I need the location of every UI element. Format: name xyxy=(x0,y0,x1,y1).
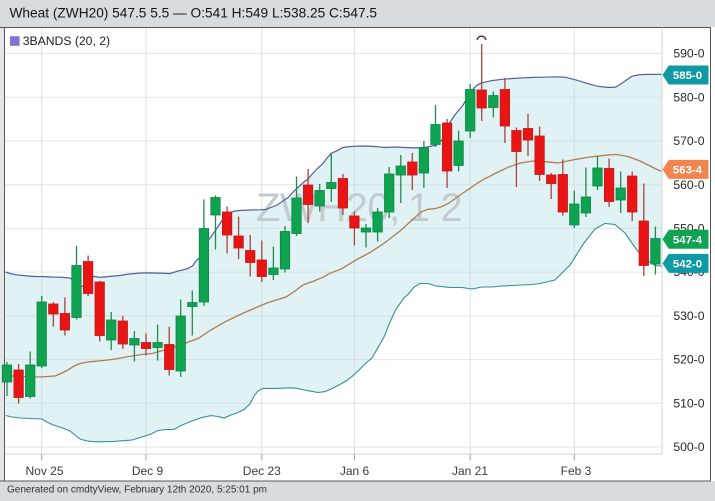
svg-text:520-0: 520-0 xyxy=(673,353,704,367)
svg-text:570-0: 570-0 xyxy=(673,134,704,148)
svg-text:Dec 9: Dec 9 xyxy=(132,464,164,478)
svg-text:563-4: 563-4 xyxy=(673,165,703,177)
svg-text:2: 2 xyxy=(440,186,462,230)
svg-text:542-0: 542-0 xyxy=(673,259,702,271)
svg-text:3BANDS (20, 2): 3BANDS (20, 2) xyxy=(23,34,110,48)
svg-text:560-0: 560-0 xyxy=(673,178,704,192)
svg-text:500-0: 500-0 xyxy=(673,440,704,454)
svg-text:Wheat (ZWH20) 547.5 5.5 — O:54: Wheat (ZWH20) 547.5 5.5 — O:541 H:549 L:… xyxy=(10,6,378,21)
svg-text:1: 1 xyxy=(408,186,430,230)
svg-text:547-4: 547-4 xyxy=(673,235,703,247)
svg-text:530-0: 530-0 xyxy=(673,309,704,323)
svg-text:Nov 25: Nov 25 xyxy=(25,464,63,478)
svg-text:Feb 3: Feb 3 xyxy=(561,464,592,478)
svg-text:580-0: 580-0 xyxy=(673,90,704,104)
svg-text:Jan 6: Jan 6 xyxy=(340,464,370,478)
svg-text:590-0: 590-0 xyxy=(673,47,704,61)
svg-text:510-0: 510-0 xyxy=(673,396,704,410)
svg-text:Jan 21: Jan 21 xyxy=(452,464,488,478)
svg-text:585-0: 585-0 xyxy=(673,70,702,82)
svg-text:Generated on cmdtyView, Februa: Generated on cmdtyView, February 12th 20… xyxy=(7,484,267,495)
svg-text:Dec 23: Dec 23 xyxy=(243,464,281,478)
